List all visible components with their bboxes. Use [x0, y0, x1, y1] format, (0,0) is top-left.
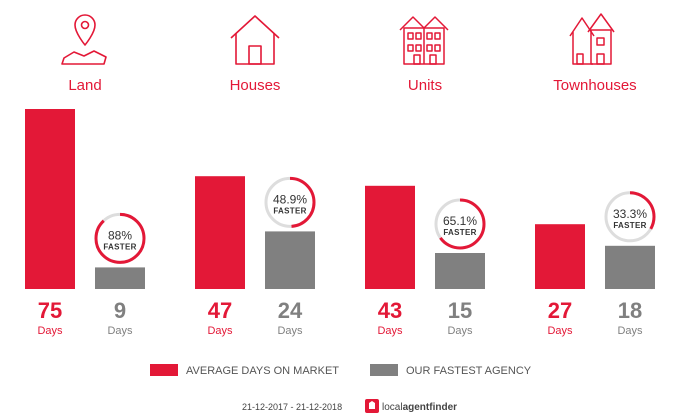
category-label-houses: Houses [230, 77, 281, 94]
faster-ring-arc-land [94, 212, 146, 264]
value-market-townhouses: 27 [548, 298, 572, 323]
faster-word-houses: FASTER [273, 206, 306, 215]
unit-market-townhouses: Days [547, 325, 573, 337]
bar-agency-units [435, 253, 485, 289]
bar-market-houses [195, 176, 245, 289]
map-pin-icon [61, 14, 107, 65]
bar-market-land [25, 109, 75, 289]
bar-market-units [365, 185, 415, 289]
faster-ring-arc-houses [264, 176, 316, 228]
unit-market-land: Days [37, 325, 63, 337]
unit-market-houses: Days [207, 325, 233, 337]
unit-agency-houses: Days [277, 325, 303, 337]
unit-agency-land: Days [107, 325, 133, 337]
category-label-land: Land [68, 77, 101, 94]
unit-agency-units: Days [447, 325, 473, 337]
value-agency-land: 9 [114, 298, 126, 323]
faster-percent-units: 65.1% [443, 214, 477, 228]
faster-word-land: FASTER [103, 242, 136, 251]
legend-label-market: AVERAGE DAYS ON MARKET [186, 365, 339, 377]
localagentfinder-logo: localagentfinder [365, 399, 457, 413]
value-market-units: 43 [378, 298, 402, 323]
faster-percent-houses: 48.9% [273, 192, 307, 206]
faster-word-units: FASTER [443, 228, 476, 237]
bar-agency-houses [265, 231, 315, 289]
value-labels-layer: 75 Days 9 Days 47 Days 24 Days 43 Days 15 Days 27 Day… [37, 298, 643, 337]
unit-market-units: Days [377, 325, 403, 337]
svg-text:localagentfinder: localagentfinder [382, 402, 457, 413]
legend-swatch-market [150, 364, 178, 376]
value-agency-units: 15 [448, 298, 472, 323]
faster-ring-arc-units [434, 198, 486, 250]
value-agency-houses: 24 [278, 298, 303, 323]
faster-rings-layer: 88%FASTER48.9%FASTER65.1%FASTER33.3%FAST… [94, 176, 656, 264]
value-agency-townhouses: 18 [618, 298, 642, 323]
value-market-houses: 47 [208, 298, 232, 323]
legend-swatch-agency [370, 364, 398, 376]
date-range: 21-12-2017 - 21-12-2018 [242, 402, 342, 412]
legend-label-agency: OUR FASTEST AGENCY [406, 365, 532, 377]
bar-market-townhouses [535, 224, 585, 289]
faster-ring-arc-townhouses [604, 191, 656, 243]
townhouses-icon [569, 13, 615, 65]
bar-agency-townhouses [605, 245, 655, 289]
value-market-land: 75 [38, 298, 62, 323]
house-icon [230, 15, 280, 65]
faster-word-townhouses: FASTER [613, 221, 646, 230]
bars-layer [25, 109, 655, 289]
category-label-units: Units [408, 77, 442, 94]
category-label-townhouses: Townhouses [553, 77, 636, 94]
unit-agency-townhouses: Days [617, 325, 643, 337]
faster-percent-townhouses: 33.3% [613, 207, 647, 221]
bar-agency-land [95, 267, 145, 289]
faster-percent-land: 88% [108, 228, 132, 242]
units-icon [399, 16, 449, 65]
